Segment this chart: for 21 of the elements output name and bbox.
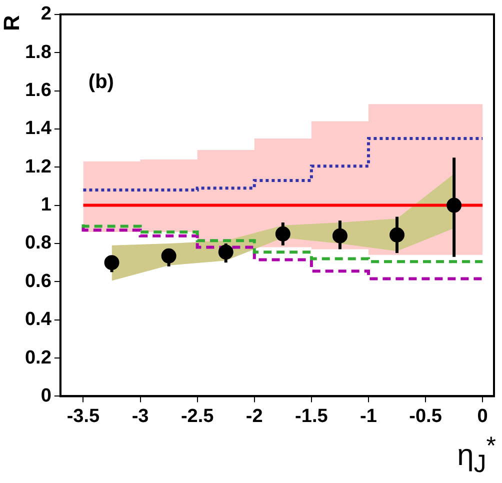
x-tick-label: -3 bbox=[132, 406, 149, 427]
x-tick-label: -1.5 bbox=[295, 406, 328, 427]
y-tick-label: 1 bbox=[40, 194, 52, 216]
y-axis-title: R bbox=[0, 15, 25, 31]
x-tick-label: -2.5 bbox=[180, 406, 214, 427]
y-tick-label: 2 bbox=[40, 4, 52, 25]
y-tick-label: 1.4 bbox=[24, 118, 52, 140]
y-tick-label: 1.2 bbox=[24, 156, 52, 178]
y-tick-label: 0 bbox=[40, 385, 52, 406]
annotation: (b) bbox=[88, 70, 114, 93]
y-tick-label: 0.2 bbox=[24, 347, 52, 368]
y-tick-label: 0.8 bbox=[24, 232, 52, 254]
x-tick-label: 0 bbox=[477, 406, 488, 427]
y-tick-label: 1.8 bbox=[24, 42, 52, 63]
y-tick-label: 0.4 bbox=[24, 309, 52, 330]
y-tick-label: 0.6 bbox=[24, 270, 52, 292]
x-tick-label: -3.5 bbox=[66, 406, 100, 427]
x-tick-label: -0.5 bbox=[409, 406, 442, 427]
y-tick-label: 1.6 bbox=[24, 80, 52, 101]
x-tick-label: -1 bbox=[360, 406, 378, 427]
x-tick-label: -2 bbox=[246, 406, 263, 427]
